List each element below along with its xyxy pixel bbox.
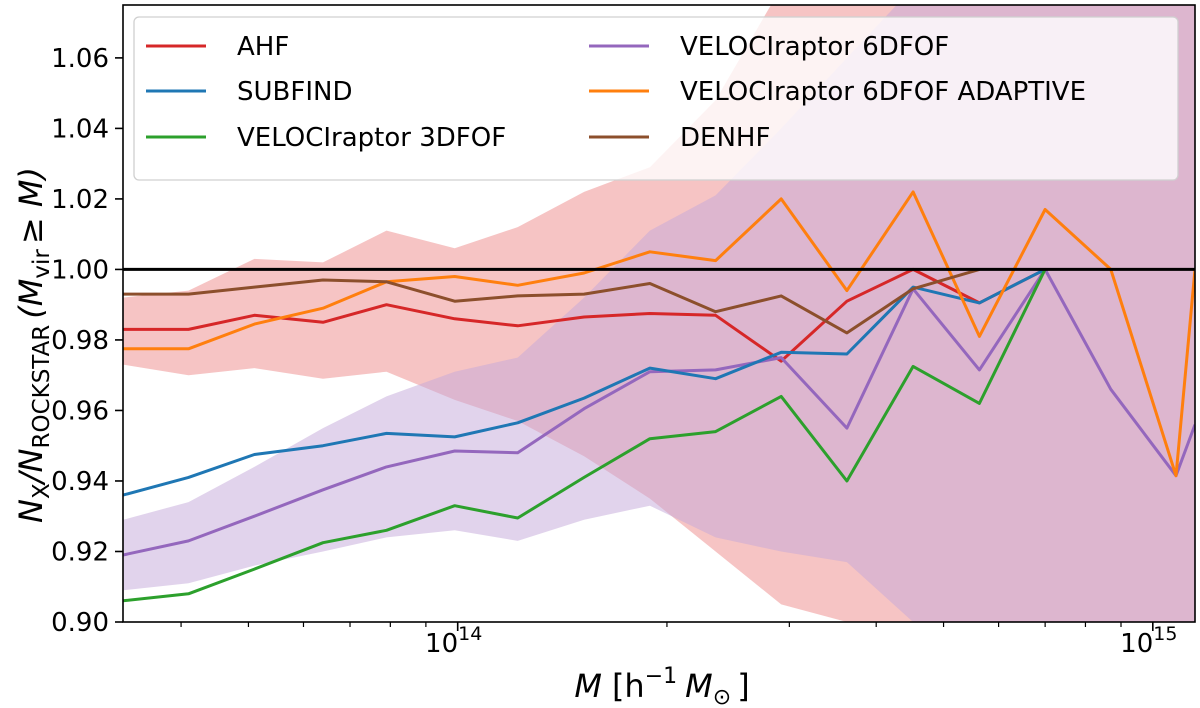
legend-label-1: SUBFIND xyxy=(237,77,352,107)
y-tick-label: 0.90 xyxy=(51,608,109,638)
series-line-1 xyxy=(123,267,1195,557)
x-label-sym: M xyxy=(685,667,713,705)
x-axis-label: M [h−1 M⊙] xyxy=(574,664,749,708)
legend-label-2: VELOCIraptor 3DFOF xyxy=(237,123,506,153)
series-line-3 xyxy=(123,190,1195,478)
y-tick-label: 1.04 xyxy=(51,114,109,144)
series-lines xyxy=(123,190,1195,603)
y-label-n1: N xyxy=(12,499,50,523)
legend-label-4: VELOCIraptor 6DFOF ADAPTIVE xyxy=(680,77,1086,107)
y-axis-label: NX/NROCKSTAR (Mvir ≥ M) xyxy=(12,167,55,523)
legend-label-0: AHF xyxy=(237,32,289,62)
y-axis: 0.90 0.92 0.94 0.96 0.98 1.00 1.02 1.04 1.06 xyxy=(51,44,123,638)
y-label-slash: /N xyxy=(12,448,50,486)
x-tick-label: 1015 xyxy=(1120,623,1177,659)
x-label-close: ] xyxy=(737,667,749,705)
y-tick-label: 1.06 xyxy=(51,44,109,74)
series-line-4 xyxy=(123,268,1047,603)
y-tick-label: 0.92 xyxy=(51,537,109,567)
y-tick-label: 0.98 xyxy=(51,326,109,356)
plot-area-frame xyxy=(122,4,1196,623)
x-label-sub: ⊙ xyxy=(713,685,731,708)
y-tick-label: 0.96 xyxy=(51,396,109,426)
x-label-unit: [h xyxy=(612,667,645,705)
y-label-sub3: vir xyxy=(29,249,55,279)
x-label-exp: −1 xyxy=(645,664,677,689)
y-label-rest: ≥ M) xyxy=(12,167,50,244)
legend-label-5: DENHF xyxy=(680,123,770,153)
legend-box xyxy=(133,16,1179,181)
series-line-5 xyxy=(123,267,980,335)
y-tick-label: 0.94 xyxy=(51,467,109,497)
y-label-sub2: ROCKSTAR xyxy=(29,325,55,449)
x-tick-label: 1014 xyxy=(425,623,482,659)
series-line-2 xyxy=(123,268,1046,497)
legend: AHF SUBFIND VELOCIraptor 3DFOF VELOCIraptor… xyxy=(133,16,1179,181)
legend-label-3: VELOCIraptor 6DFOF xyxy=(680,32,949,62)
y-label-open: (M xyxy=(12,279,50,319)
y-label-sub1: X xyxy=(29,483,55,499)
x-axis: 1014 1015 xyxy=(180,622,1177,659)
y-tick-label: 1.00 xyxy=(51,255,109,285)
x-label-main: M xyxy=(574,667,602,705)
y-tick-label: 1.02 xyxy=(51,185,109,215)
